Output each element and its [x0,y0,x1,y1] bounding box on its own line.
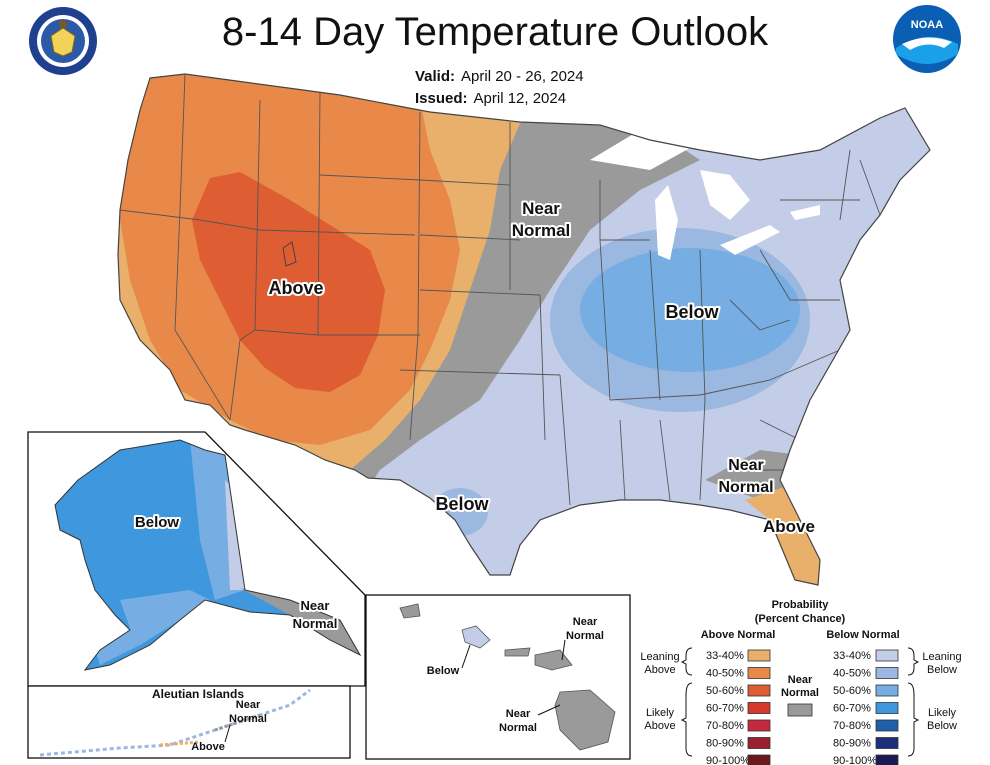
legend-above-label-1: 40-50% [706,668,744,680]
legend-title-2: (Percent Chance) [755,613,846,625]
legend-near-2: Normal [781,687,819,699]
label-aleutian-near-2: Normal [229,713,267,725]
aleutian-above-segment [159,740,201,747]
legend-leaning-below-1: Leaning [922,651,961,663]
legend-above-swatch-2 [747,684,771,697]
label-alaska-near-2: Normal [293,616,338,631]
aleutian-title: Aleutian Islands [152,687,244,701]
legend-below-swatch-2 [875,684,899,697]
valid-label: Valid: [415,68,456,85]
legend-above-bins: 33-40% 40-50% 50-60% 60-70% 70-80% 80-90% 90-1… [706,649,771,765]
kauai-island [399,603,421,619]
oahu-island [461,625,491,649]
issued-label: Issued: [415,90,468,107]
aleutian-near-segment [214,713,261,732]
lake-michigan [655,185,678,260]
label-hawaii-near-top-2: Normal [566,630,604,642]
legend-below-label-3: 60-70% [833,703,871,715]
legend-leaning-below-2: Below [927,664,957,676]
legend-below-swatch-5 [875,737,899,749]
legend-above-label-2: 50-60% [706,685,744,697]
legend-above-swatch-3 [747,702,771,714]
above-33-florida [745,485,820,585]
legend-above-label-5: 80-90% [706,738,744,750]
big-island [554,689,616,751]
alaska-inset: Below Near Normal Aleutian Islands Near … [27,431,366,759]
label-alaska-below: Below [135,514,180,531]
legend-above-swatch-0 [747,649,771,662]
legend-below-header: Below Normal [826,629,899,641]
legend-below-label-0: 33-40% [833,650,871,662]
label-aleutian-above: Above [191,741,225,753]
label-southeast-near-2: Normal [718,479,773,496]
label-alaska-near-1: Near [301,598,330,613]
legend-above-swatch-1 [747,667,771,679]
legend-near-1: Near [788,674,813,686]
legend-above-label-3: 60-70% [706,703,744,715]
map-title: 8-14 Day Temperature Outlook [221,10,769,54]
issued-line: Issued: April 12, 2024 [415,90,566,107]
below-50-east [580,248,800,372]
legend-below-label-6: 90-100% [833,755,877,765]
lake-ontario [790,205,820,220]
legend-above-label-4: 70-80% [706,720,744,732]
label-plains-near-1: Near [522,199,560,218]
legend-above-swatch-6 [747,754,771,765]
hawaii-inset: Below Near Normal Near Normal [365,594,631,760]
below-50-alaska-peninsula [95,590,210,665]
department-of-commerce-seal-icon [29,7,97,75]
legend-below-label-2: 50-60% [833,685,871,697]
legend-above-swatch-4 [747,719,771,732]
legend-above-label-0: 33-40% [706,650,744,662]
aleutian-chain [39,688,311,757]
label-plains-near-2: Normal [512,221,571,240]
label-west-above: Above [268,278,323,298]
label-east-below: Below [665,302,719,322]
issued-value: April 12, 2024 [473,90,567,107]
valid-line: Valid: April 20 - 26, 2024 [415,68,584,85]
noaa-logo-text: NOAA [911,19,943,31]
legend-below-bins: 33-40% 40-50% 50-60% 60-70% 70-80% 80-90% 90-1… [833,649,899,765]
legend-below-label-1: 40-50% [833,668,871,680]
legend-below-swatch-4 [875,719,899,732]
legend-above-swatch-5 [747,737,771,749]
legend-below-swatch-3 [875,702,899,714]
legend-likely-above-2: Above [644,720,675,732]
legend-likely-below-2: Below [927,720,957,732]
label-hawaii-near-bottom-1: Near [506,708,531,720]
label-southeast-near-1: Near [728,457,764,474]
legend-below-swatch-0 [875,649,899,662]
valid-value: April 20 - 26, 2024 [461,68,584,85]
legend-leaning-above-1: Leaning [640,651,679,663]
legend-above-header: Above Normal [701,629,776,641]
legend-near-swatch [787,703,813,717]
legend-below-label-4: 70-80% [833,720,871,732]
label-aleutian-near-1: Near [236,699,261,711]
legend-leaning-above-2: Above [644,664,675,676]
label-hawaii-below: Below [427,665,460,677]
legend-likely-above-1: Likely [646,707,675,719]
noaa-logo-icon: NOAA [893,5,961,73]
legend: Probability (Percent Chance) Above Norma… [640,599,962,765]
great-salt-lake [282,241,297,267]
legend-below-label-5: 80-90% [833,738,871,750]
lake-erie [720,225,780,255]
label-texas-below: Below [435,494,489,514]
legend-title-1: Probability [772,599,830,611]
legend-above-label-6: 90-100% [706,755,750,765]
legend-likely-below-1: Likely [928,707,957,719]
label-hawaii-near-top-1: Near [573,616,598,628]
state-boundaries [119,74,881,506]
label-hawaii-near-bottom-2: Normal [499,722,537,734]
near-normal-southeast [705,450,800,500]
molokai-island [504,647,531,657]
lake-huron [700,170,750,220]
label-florida-above: Above [763,517,815,536]
legend-below-swatch-1 [875,667,899,679]
legend-below-swatch-6 [875,754,899,765]
